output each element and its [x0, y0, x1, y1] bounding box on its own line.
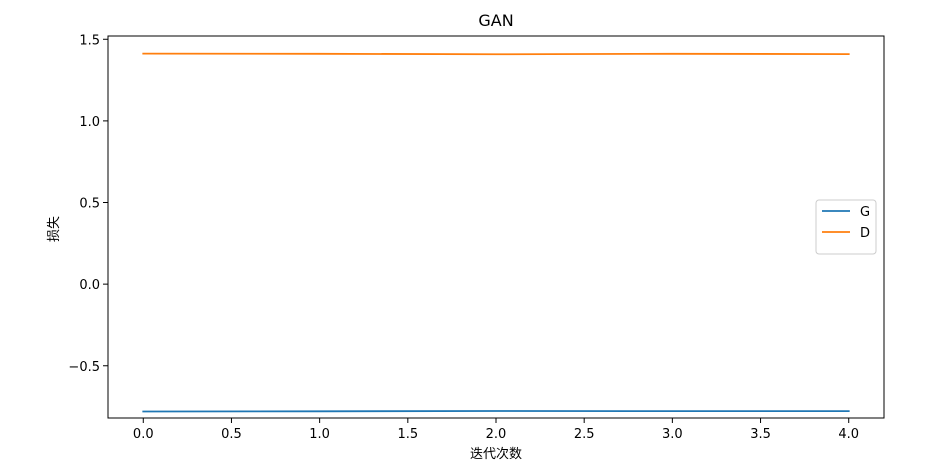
x-tick-label: 3.0	[662, 427, 683, 442]
y-tick-label: 1.0	[79, 115, 100, 130]
x-tick-label: 3.5	[750, 427, 771, 442]
legend: GD	[816, 200, 876, 254]
x-tick-label: 0.5	[221, 427, 242, 442]
legend-label-g: G	[860, 205, 870, 220]
legend-label-d: D	[860, 226, 870, 241]
x-tick-label: 2.0	[486, 427, 507, 442]
y-tick-label: 0.5	[79, 197, 100, 212]
x-tick-label: 1.5	[397, 427, 418, 442]
chart-title: GAN	[478, 11, 513, 30]
x-tick-label: 1.0	[309, 427, 330, 442]
x-tick-label: 2.5	[574, 427, 595, 442]
plot-frame	[108, 36, 884, 418]
series-line-d	[143, 54, 848, 55]
x-tick-label: 4.0	[838, 427, 859, 442]
x-axis-label: 迭代次数	[470, 446, 522, 462]
y-tick-label: 0.0	[79, 278, 100, 293]
y-axis-label: 损失	[47, 216, 62, 242]
x-tick-label: 0.0	[133, 427, 154, 442]
y-tick-label: 1.5	[79, 33, 100, 48]
y-tick-label: −0.5	[68, 360, 100, 375]
